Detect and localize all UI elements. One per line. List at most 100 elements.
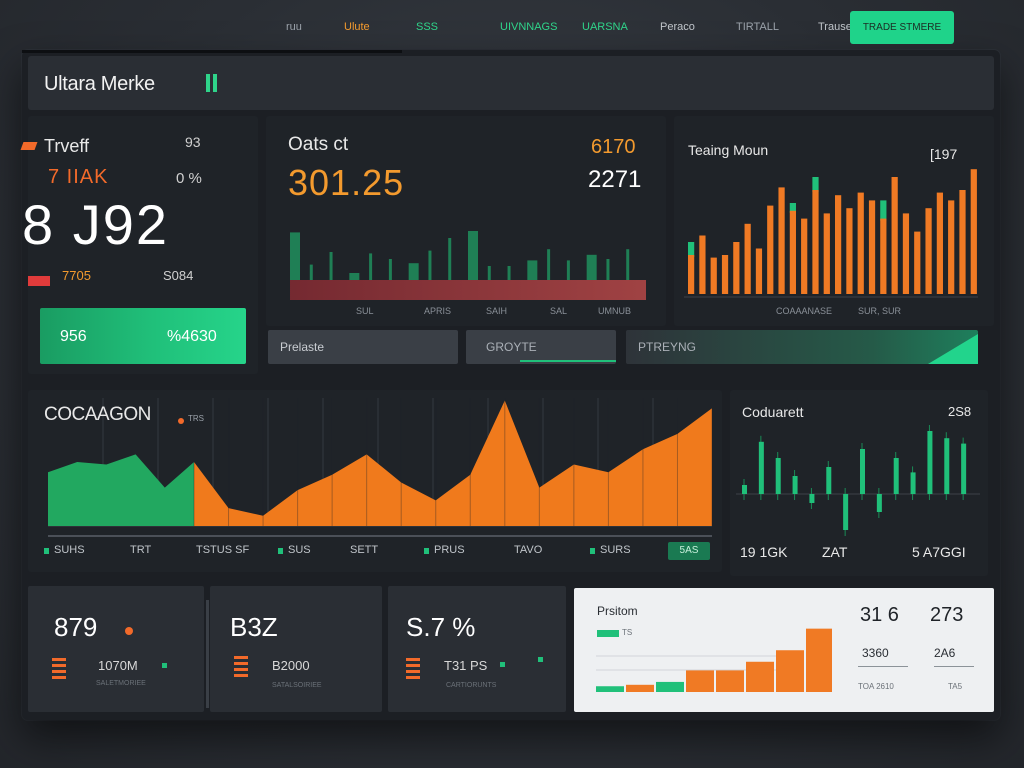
nav-item-7[interactable]: Trause: [818, 21, 852, 33]
stat-card-sub: SATALSOIRIEE: [272, 682, 322, 689]
price-axis-label: SUL: [356, 306, 374, 316]
nav-item-1[interactable]: Ulute: [344, 21, 370, 33]
legend-dot-icon: [178, 418, 184, 424]
price-bar: [408, 263, 419, 280]
stat-card[interactable]: [388, 586, 566, 712]
nav-item-3[interactable]: UIVNNAGS: [500, 21, 558, 33]
price-bar: [290, 232, 300, 280]
brand-logo-icon: [206, 74, 220, 92]
card-divider: [206, 600, 209, 708]
candle-body: [742, 485, 747, 494]
candle-body: [860, 449, 865, 494]
stat-card-label: B2000: [272, 658, 310, 673]
candle-body: [792, 476, 798, 494]
candle-bottom-right: 5 A7GGI: [912, 544, 966, 560]
trading-orange-bar: [857, 192, 864, 294]
tab-prelaste[interactable]: Prelaste: [268, 330, 458, 364]
orange-area-series: [194, 400, 712, 526]
trading-axis-label: SUR, SUR: [858, 306, 902, 316]
candle-value: 2S8: [948, 404, 972, 419]
area-chart: [48, 398, 713, 537]
nav-item-5[interactable]: Peraco: [660, 21, 695, 33]
area-chip[interactable]: 5AS: [668, 542, 710, 560]
legend-square-icon: [44, 548, 49, 554]
position-value-2: 273: [930, 604, 964, 626]
trading-title: Teaing Moun: [688, 142, 769, 158]
price-bar: [309, 264, 313, 280]
price-bar: [448, 238, 452, 280]
trend-up-icon: [928, 334, 978, 364]
candle-body: [927, 431, 933, 494]
trading-orange-bar: [710, 257, 717, 294]
trading-green-bar: [688, 242, 695, 257]
price-bar: [626, 249, 630, 280]
legend-square-icon: [424, 548, 429, 554]
candle-body: [775, 458, 781, 494]
list-icon: [406, 658, 420, 682]
legend-square-icon: [590, 548, 595, 554]
trading-orange-bar: [699, 235, 706, 294]
stat-card-sub: SALETMORIEE: [96, 680, 146, 687]
top-navbar: Ultara Merke: [28, 56, 994, 110]
position-bar-chart: [596, 628, 832, 692]
status-dot-icon: [125, 627, 133, 635]
legend-square-icon: [278, 548, 283, 554]
price-bar: [369, 253, 373, 280]
list-icon: [234, 656, 248, 680]
position-sub-1: 3360: [862, 646, 889, 660]
price-bar: [329, 252, 333, 280]
app-brand[interactable]: Ultara Merke: [44, 73, 155, 95]
position-chip-label: TS: [622, 628, 633, 637]
stat-card-value: S.7 %: [406, 612, 476, 642]
candle-body: [944, 438, 950, 494]
trend-arrow-icon: [20, 142, 38, 150]
trade-button[interactable]: TRADE STMERE: [850, 11, 954, 44]
summary-bar-right: %4630: [167, 328, 217, 345]
price-title: Oats ct: [288, 134, 349, 155]
price-bar: [388, 259, 392, 280]
trading-green-bar: [880, 200, 887, 221]
position-bar: [806, 628, 832, 692]
trading-orange-bar: [925, 208, 932, 294]
stat-card[interactable]: [28, 586, 204, 712]
area-axis-label: SURS: [600, 544, 631, 556]
trading-green-bar: [789, 203, 796, 213]
price-bar: [468, 231, 478, 280]
position-bar: [716, 670, 744, 692]
candle-body: [893, 458, 899, 494]
trading-orange-bar: [801, 218, 808, 294]
nav-item-6[interactable]: TIRTALL: [736, 21, 779, 33]
tab-active-indicator: [520, 360, 616, 362]
trading-orange-bar: [744, 223, 751, 294]
nav-item-0[interactable]: ruu: [286, 21, 302, 33]
trading-orange-bar: [778, 187, 785, 294]
trading-bar-chart: [684, 169, 978, 298]
position-bar: [656, 681, 684, 692]
trading-orange-bar: [868, 200, 876, 294]
trading-orange-bar: [948, 200, 955, 294]
area-axis-label: SETT: [350, 544, 379, 556]
stat-card-label: 1070M: [98, 658, 138, 673]
position-bar: [746, 661, 774, 692]
price-right-top: 6170: [591, 136, 636, 158]
price-bar: [507, 266, 511, 280]
position-sub-2: 2A6: [934, 646, 956, 660]
trading-axis-label: COAAANASE: [776, 306, 833, 316]
tab-ptreyng[interactable]: PTREYNG: [626, 330, 978, 364]
nav-item-4[interactable]: UARSNA: [582, 21, 628, 33]
stat-card-value: B3Z: [230, 612, 278, 642]
stat-card[interactable]: [210, 586, 382, 712]
status-dot-icon: [162, 663, 167, 668]
summary-action-bar[interactable]: [40, 308, 246, 364]
trading-orange-bar: [914, 231, 921, 294]
price-right-bottom: 2271: [588, 166, 642, 193]
tab-groyte[interactable]: GROYTE: [466, 330, 616, 364]
summary-bar-left: 956: [60, 328, 87, 345]
trading-orange-bar: [891, 177, 898, 294]
window-topline: [22, 50, 402, 53]
summary-top-value: 93: [185, 134, 201, 150]
trading-orange-bar: [688, 255, 695, 294]
price-bar: [547, 249, 551, 280]
nav-item-2[interactable]: SSS: [416, 21, 439, 33]
trading-orange-bar: [936, 192, 943, 294]
